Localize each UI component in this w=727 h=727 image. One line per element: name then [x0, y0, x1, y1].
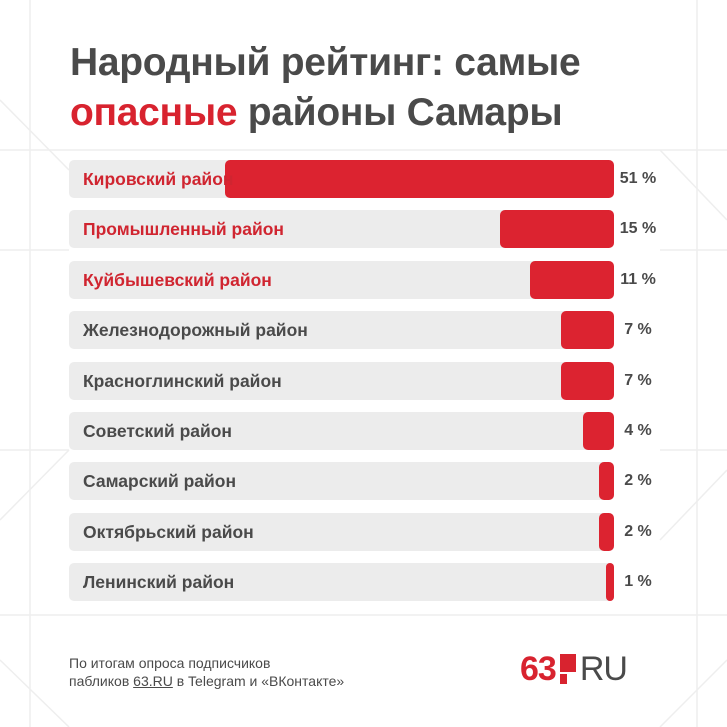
- bar-row: Куйбышевский район: [69, 261, 614, 299]
- title-line-1: Народный рейтинг: самые: [70, 41, 581, 84]
- category-label: Ленинский район: [83, 572, 235, 592]
- bar-track: [69, 462, 614, 500]
- site-logo[interactable]: 63 RU: [520, 649, 628, 689]
- bar-track: [69, 563, 614, 601]
- footnote-suffix: в Telegram и «ВКонтакте»: [172, 673, 345, 689]
- bar: [224, 160, 614, 198]
- bar-row: Октябрьский район: [69, 513, 614, 551]
- chart-title: Народный рейтинг: самые опасные районы С…: [70, 38, 710, 138]
- category-label: Куйбышевский район: [83, 270, 272, 290]
- category-label: Самарский район: [83, 471, 237, 491]
- bar: [499, 210, 614, 248]
- value-label: 1 %: [624, 573, 652, 590]
- bar-track: [69, 311, 614, 349]
- bar: [560, 362, 614, 400]
- bar-track: [69, 362, 614, 400]
- bar-row: Кировский район: [69, 160, 614, 198]
- value-label: 2 %: [624, 523, 652, 540]
- footnote-line-1: По итогам опроса подписчиков: [69, 655, 271, 671]
- bar: [530, 261, 614, 299]
- bar-row: Промышленный район: [69, 210, 614, 248]
- bar-track: [69, 261, 614, 299]
- source-footnote: По итогам опроса подписчиков пабликов 63…: [69, 654, 344, 690]
- bar-row: Красноглинский район: [69, 362, 614, 400]
- bar: [583, 412, 614, 450]
- value-label: 51 %: [619, 170, 657, 187]
- bar: [606, 563, 614, 601]
- bar-row: Ленинский район: [69, 563, 614, 601]
- bar-row: Самарский район: [69, 462, 614, 500]
- footnote-line-2: пабликов 63.RU в Telegram и «ВКонтакте»: [69, 672, 344, 690]
- value-label: 7 %: [624, 321, 652, 338]
- bar-track: [69, 513, 614, 551]
- logo-number: 63: [520, 649, 557, 688]
- bar-row: Железнодорожный район: [69, 311, 614, 349]
- category-label: Красноглинский район: [83, 371, 282, 391]
- title-line-2-rest: районы Самары: [237, 91, 563, 134]
- value-label: 11 %: [620, 271, 656, 288]
- category-label: Железнодорожный район: [83, 320, 308, 340]
- value-label: 7 %: [624, 372, 652, 389]
- category-label: Октябрьский район: [83, 522, 254, 542]
- value-label: 2 %: [624, 472, 652, 489]
- bar-track: [69, 412, 614, 450]
- category-label: Промышленный район: [83, 219, 284, 239]
- bar: [598, 513, 614, 551]
- bar-row: Советский район: [69, 412, 614, 450]
- value-label: 4 %: [624, 422, 652, 439]
- footnote-site-link[interactable]: 63.RU: [133, 673, 173, 689]
- title-line-2: опасные районы Самары: [70, 88, 710, 138]
- title-accent-word: опасные: [70, 91, 238, 134]
- footnote-prefix: пабликов: [69, 673, 134, 689]
- logo-text: RU: [579, 649, 628, 688]
- logo-square-icon: [559, 654, 576, 684]
- value-label: 15 %: [619, 220, 657, 237]
- bar: [560, 311, 614, 349]
- category-label: Советский район: [83, 421, 233, 441]
- bar: [598, 462, 614, 500]
- category-label: Кировский район: [83, 169, 234, 189]
